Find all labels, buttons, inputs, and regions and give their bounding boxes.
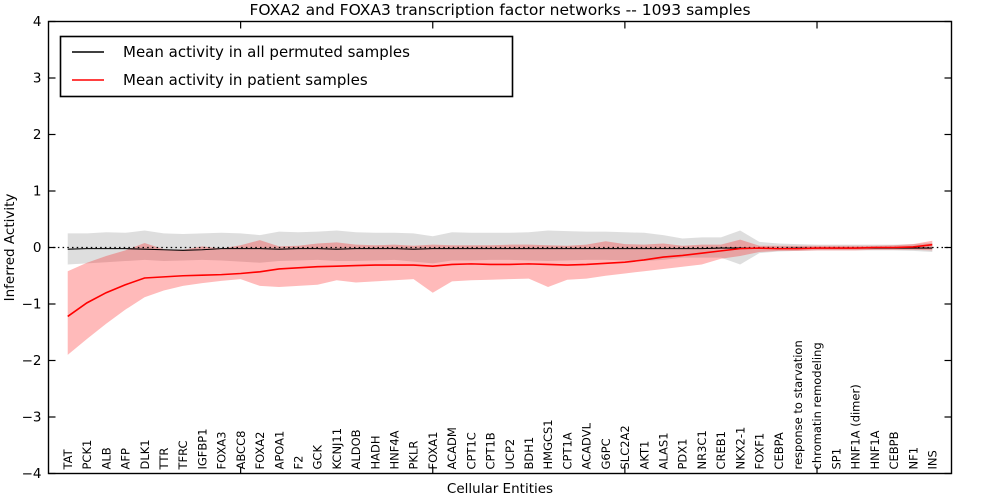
x-tick-label: PCK1 xyxy=(80,440,94,470)
y-tick-label: −4 xyxy=(22,466,42,482)
x-tick-label: PDX1 xyxy=(676,439,690,470)
x-tick-label: DLK1 xyxy=(138,439,152,469)
x-tick-label: ACADVL xyxy=(580,422,594,469)
x-tick-label: AFP xyxy=(119,448,133,469)
x-tick-label: NR3C1 xyxy=(695,430,709,469)
x-tick-label: TAT xyxy=(61,448,75,470)
x-tick-label: BDH1 xyxy=(522,437,536,470)
y-tick-label: 1 xyxy=(33,184,42,200)
x-tick-label: TTR xyxy=(157,448,171,471)
series-lines xyxy=(67,243,933,318)
legend: Mean activity in all permuted samples Me… xyxy=(59,35,514,98)
y-tick-label: 2 xyxy=(33,127,42,143)
x-tick-label: HNF1A (dimer) xyxy=(849,384,863,469)
x-tick-label: ALAS1 xyxy=(657,432,671,469)
y-axis-label: Inferred Activity xyxy=(2,194,18,302)
x-tick-label: FOXA3 xyxy=(215,432,229,470)
x-tick-label: ALB xyxy=(99,447,113,469)
patient-band xyxy=(67,239,933,355)
x-tick-label: NKX2-1 xyxy=(733,427,747,470)
x-tick-label: CPT1C xyxy=(464,432,478,469)
x-tick-label: HMGCS1 xyxy=(541,419,555,469)
x-tick-label: IGFBP1 xyxy=(195,428,209,469)
x-tick-label: ABCC8 xyxy=(234,431,248,470)
y-tick-labels: 4 3 2 1 0 −1 −2 −3 −4 xyxy=(22,14,42,482)
x-tick-label: HNF1A xyxy=(868,430,882,469)
x-tick-label: HADH xyxy=(368,435,382,469)
x-tick-label: PKLR xyxy=(407,441,421,470)
y-tick-label: −3 xyxy=(22,410,42,426)
x-tick-label: APOA1 xyxy=(272,431,286,470)
x-tick-label: ACADM xyxy=(445,427,459,469)
x-tick-label: KCNJ11 xyxy=(330,428,344,470)
x-tick-label: FOXA1 xyxy=(426,432,440,470)
x-tick-label: INS xyxy=(925,450,939,469)
x-tick-label: chromatin remodeling xyxy=(810,342,824,469)
x-tick-label: AKT1 xyxy=(637,441,651,470)
x-tick-label: CEBPA xyxy=(772,432,786,469)
y-tick-label: 3 xyxy=(33,71,42,87)
x-tick-label: SLC2A2 xyxy=(618,425,632,469)
x-tick-label: CPT1B xyxy=(484,432,498,469)
x-tick-label: CPT1A xyxy=(560,432,574,469)
x-tick-label: F2 xyxy=(291,456,305,470)
x-tick-label: NF1 xyxy=(906,447,920,470)
patient-mean-line xyxy=(67,243,933,318)
legend-label-permuted: Mean activity in all permuted samples xyxy=(123,43,410,61)
x-tick-label: ALDOB xyxy=(349,429,363,469)
axis-ticks xyxy=(48,20,952,475)
x-axis-label: Cellular Entities xyxy=(447,481,553,497)
y-tick-label: 4 xyxy=(33,14,42,30)
y-tick-label: −2 xyxy=(22,353,42,369)
x-tick-label: UCP2 xyxy=(503,439,517,470)
x-tick-label: response to starvation xyxy=(791,340,805,469)
x-tick-label: SP1 xyxy=(829,448,843,470)
x-tick-label: FOXA2 xyxy=(253,432,267,470)
x-tick-label: FOXF1 xyxy=(753,433,767,470)
chart-title: FOXA2 and FOXA3 transcription factor net… xyxy=(249,1,750,19)
y-tick-label: −1 xyxy=(22,297,42,313)
legend-label-patient: Mean activity in patient samples xyxy=(123,71,368,89)
x-tick-label: CREB1 xyxy=(714,431,728,470)
x-tick-label: GCK xyxy=(311,445,325,470)
x-tick-label: CEBPB xyxy=(887,431,901,469)
x-tick-label: HNF4A xyxy=(388,430,402,469)
x-tick-label: TFRC xyxy=(176,440,190,470)
x-tick-label: G6PC xyxy=(599,438,613,469)
x-tick-labels: TAT PCK1 ALB AFP DLK1 TTR TFRC IGFBP1 FOXA3 ABCC8… xyxy=(61,340,940,470)
legend-box xyxy=(59,35,514,98)
y-tick-label: 0 xyxy=(33,240,42,256)
